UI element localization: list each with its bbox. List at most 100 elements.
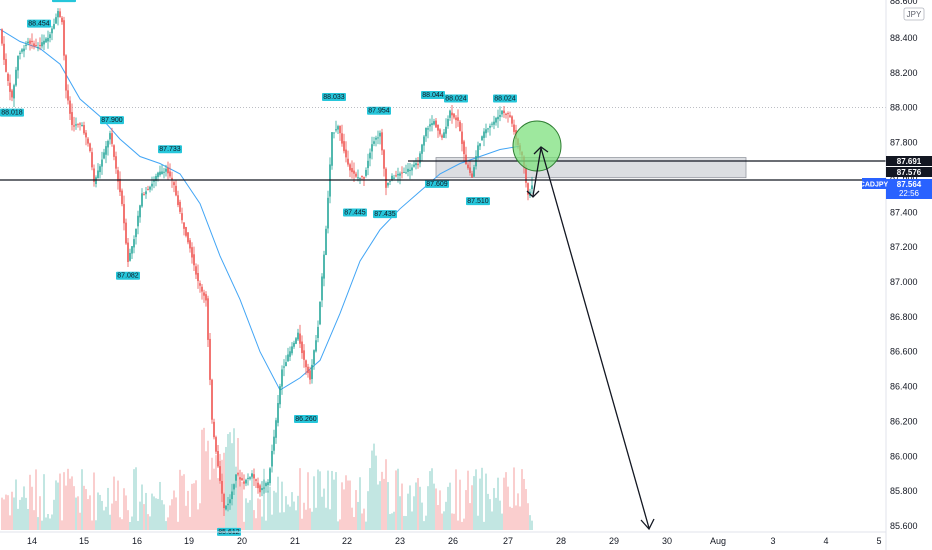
volume-bar — [93, 472, 95, 530]
candle-body — [7, 73, 9, 81]
volume-bar — [159, 481, 161, 530]
candle-body — [345, 149, 347, 158]
price-axis-label: 85.600 — [890, 521, 918, 531]
candle-body — [467, 164, 469, 169]
candle-body — [471, 173, 473, 178]
candle-body — [377, 137, 379, 139]
label-text: 88.454 — [28, 21, 50, 28]
volume-bar — [15, 479, 17, 530]
supply-zone-rect[interactable] — [435, 157, 747, 179]
volume-bar — [151, 493, 153, 530]
volume-bar — [53, 499, 55, 530]
candle-body — [507, 113, 509, 115]
candle-body — [417, 163, 419, 166]
volume-bar — [79, 512, 81, 530]
candle-body — [13, 85, 15, 99]
volume-bar — [313, 476, 315, 530]
high-low-label: 88.018 — [0, 108, 24, 117]
label-text: 87.900 — [101, 117, 123, 124]
volume-bar — [265, 520, 267, 530]
volume-bar — [45, 517, 47, 530]
candle-body — [441, 135, 443, 138]
volume-bar — [431, 468, 433, 530]
price-axis-labels: 88.400 88.200 88.000 87.800 87.600 87.400 87.2… — [890, 0, 918, 531]
candle-body — [123, 204, 125, 224]
candle-body — [109, 133, 111, 140]
label-bg — [158, 145, 182, 154]
candle-body — [501, 110, 503, 115]
moving-average-line — [0, 28, 521, 391]
highlight-circle[interactable] — [512, 120, 562, 172]
volume-bar — [11, 491, 13, 530]
candle-body — [149, 186, 151, 190]
volume-bar — [241, 481, 243, 530]
supply-zone-box[interactable] — [435, 157, 747, 179]
label-text: 87.733 — [159, 146, 181, 153]
volume-bar — [371, 450, 373, 530]
volume-bar — [121, 519, 123, 530]
price-axis-label: 87.000 — [890, 277, 918, 287]
projection-arrow-path[interactable] — [532, 147, 650, 529]
candle-body — [135, 228, 137, 238]
price-axis[interactable] — [885, 0, 932, 550]
volume-bar — [321, 496, 323, 530]
volume-bar — [503, 477, 505, 530]
candle-body — [233, 484, 235, 490]
volume-bar — [367, 491, 369, 530]
volume-bar — [389, 514, 391, 530]
candle-body — [159, 171, 161, 175]
volume-bar — [409, 485, 411, 530]
price-tag-text: 87.691 — [897, 157, 922, 166]
candle-body — [131, 246, 133, 254]
volume-bar — [167, 517, 169, 530]
candle-body — [359, 177, 361, 179]
candle-body — [63, 20, 65, 56]
candle-body — [299, 333, 301, 344]
horizontal-lines[interactable] — [0, 160, 886, 181]
volume-bar — [473, 476, 475, 530]
volume-bar — [299, 468, 301, 530]
time-axis-label: 20 — [237, 536, 247, 546]
candle-body — [383, 150, 385, 169]
volume-bar — [485, 473, 487, 530]
volume-bar — [263, 468, 265, 530]
label-bg — [367, 106, 391, 115]
volume-bar — [315, 507, 317, 530]
candle-body — [285, 362, 287, 367]
time-axis-label: 28 — [556, 536, 566, 546]
price-axis-label: 87.400 — [890, 207, 918, 217]
candle-body — [493, 121, 495, 125]
candle-body — [449, 110, 451, 118]
candle-body — [177, 195, 179, 205]
candle-body — [455, 117, 457, 121]
candle-body — [121, 190, 123, 205]
candle-body — [107, 141, 109, 148]
volume-bar — [229, 432, 231, 530]
candle-body — [481, 136, 483, 141]
price-axis-label: 86.800 — [890, 312, 918, 322]
candle-body — [485, 129, 487, 134]
drawings[interactable] — [512, 120, 655, 531]
candle-body — [403, 171, 405, 173]
volume-bar — [5, 494, 7, 530]
candle-body — [201, 286, 203, 292]
label-text: 88.033 — [323, 94, 345, 101]
volume-bar — [271, 514, 273, 530]
candle-body — [349, 164, 351, 171]
high-low-label: 87.733 — [158, 145, 182, 154]
candle-body — [105, 146, 107, 155]
candle-body — [337, 126, 339, 130]
volume-bar — [523, 478, 525, 530]
high-low-label: 87.609 — [425, 179, 449, 188]
candle-body — [53, 24, 55, 29]
volume-bar — [109, 514, 111, 530]
candle-body — [495, 117, 497, 123]
volume-bar — [395, 470, 397, 530]
volume-bar — [479, 478, 481, 530]
volume-bar — [211, 457, 213, 530]
volume-bar — [163, 504, 165, 530]
volume-bar — [25, 497, 27, 530]
candle-body — [203, 292, 205, 296]
candle-body — [259, 485, 261, 493]
